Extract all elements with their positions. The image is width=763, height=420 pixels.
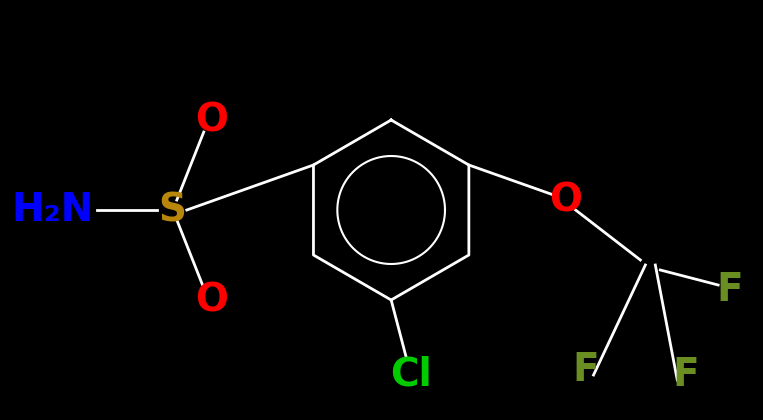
Text: F: F <box>572 351 599 389</box>
Text: O: O <box>195 281 228 319</box>
Text: H₂N: H₂N <box>11 191 93 229</box>
Text: F: F <box>716 271 743 309</box>
Text: S: S <box>158 191 186 229</box>
Text: Cl: Cl <box>390 356 432 394</box>
Text: O: O <box>195 101 228 139</box>
Text: O: O <box>549 181 582 219</box>
Text: F: F <box>672 356 699 394</box>
